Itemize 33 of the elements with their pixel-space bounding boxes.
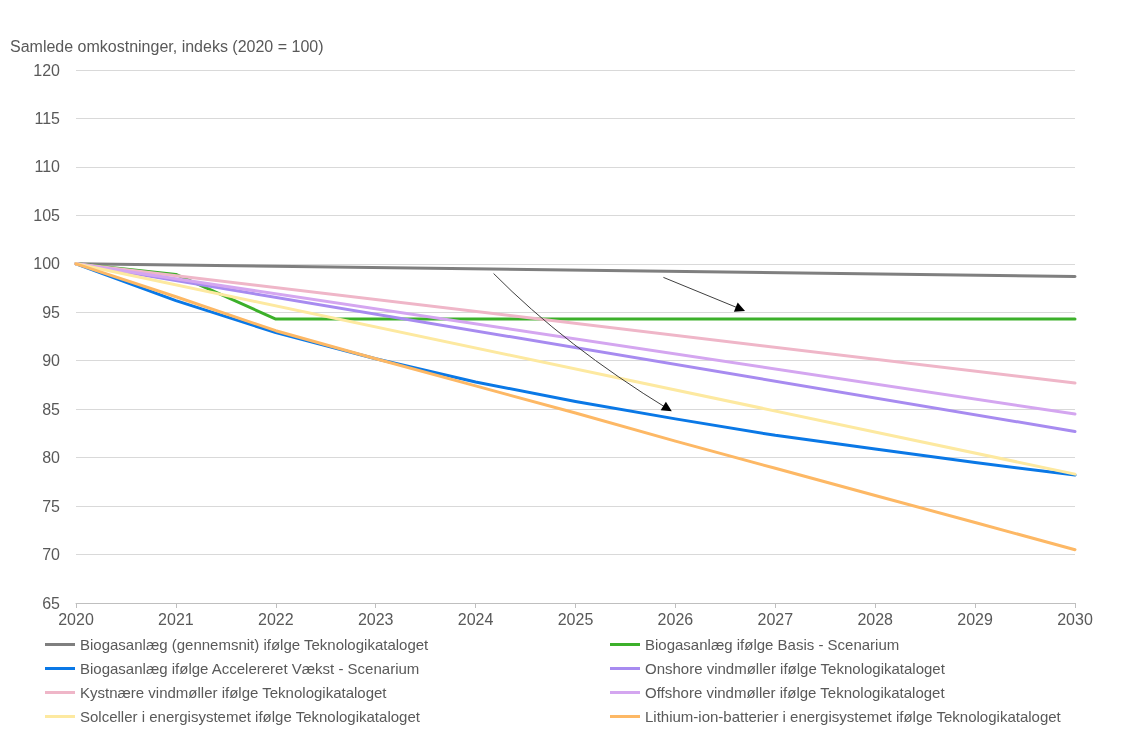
x-tick-label: 2026 — [657, 610, 694, 628]
legend-label: Kystnære vindmøller ifølge Teknologikataloget — [80, 684, 388, 701]
x-tick-label: 2023 — [357, 610, 394, 628]
y-tick-label: 115 — [34, 109, 61, 127]
y-axis-title: Samlede omkostninger, indeks (2020 = 100) — [10, 37, 324, 55]
y-tick-label: 95 — [42, 303, 61, 321]
y-tick-label: 100 — [33, 255, 61, 273]
legend-label: Biogasanlæg (gennemsnit) ifølge Teknologikataloget — [80, 636, 430, 653]
legend-label: Onshore vindmøller ifølge Teknologikataloget — [645, 660, 946, 677]
y-tick-label: 65 — [42, 594, 61, 612]
legend-label: Solceller i energisystemet ifølge Teknologikataloget — [80, 708, 421, 725]
y-tick-label: 105 — [33, 206, 61, 224]
legend-label: Lithium-ion-batterier i energisystemet ifølge Teknologikataloget — [645, 708, 1062, 725]
x-tick-label: 2030 — [1057, 610, 1093, 628]
x-tick-label: 2027 — [757, 610, 794, 628]
legend-label: Offshore vindmøller ifølge Teknologikataloget — [645, 684, 946, 701]
y-tick-label: 120 — [33, 61, 61, 79]
y-tick-label: 85 — [42, 400, 61, 418]
x-tick-label: 2029 — [957, 610, 993, 628]
x-tick-label: 2028 — [857, 610, 894, 628]
x-tick-label: 2020 — [58, 610, 94, 628]
y-tick-label: 70 — [42, 546, 61, 564]
x-tick-label: 2025 — [557, 610, 594, 628]
y-tick-label: 75 — [42, 497, 61, 515]
line-series — [74, 262, 1077, 552]
legend-label: Biogasanlæg ifølge Basis - Scenarium — [645, 636, 900, 653]
y-tick-label: 90 — [42, 352, 61, 370]
y-tick-label: 80 — [42, 449, 61, 467]
x-tick-label: 2021 — [158, 610, 194, 628]
x-tick-label: 2022 — [258, 610, 294, 628]
legend-label: Biogasanlæg ifølge Accelereret Vækst - Scenarium — [80, 660, 420, 677]
x-tick-label: 2024 — [457, 610, 494, 628]
y-tick-label: 110 — [34, 158, 61, 176]
